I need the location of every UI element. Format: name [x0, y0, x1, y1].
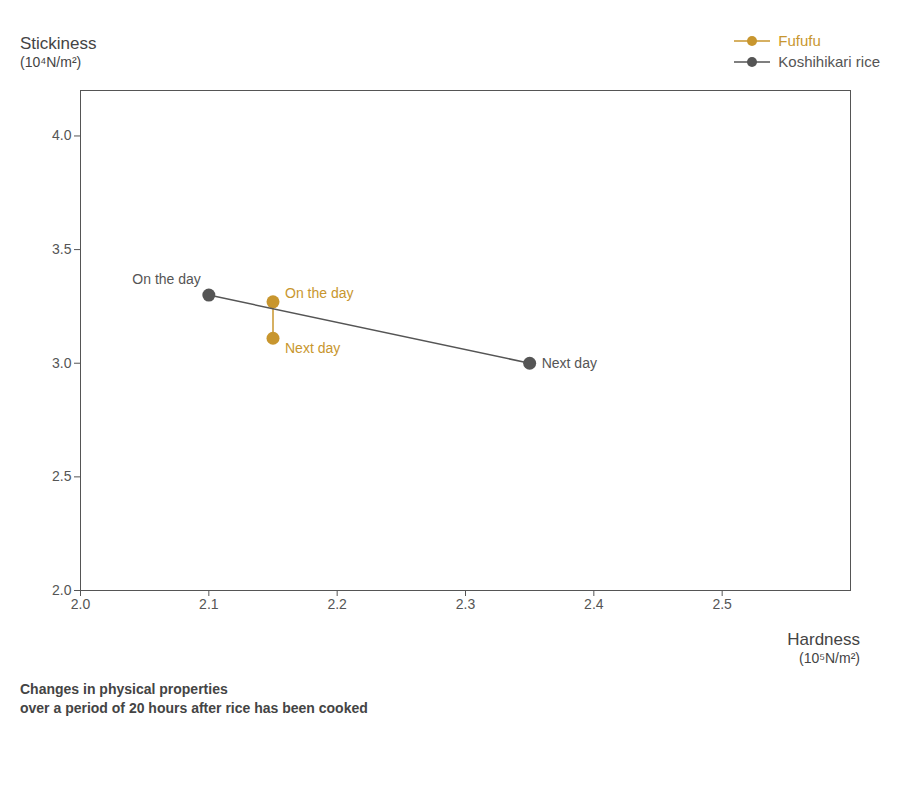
html-text:(10⁵N/m²): (10⁵N/m²)	[799, 650, 860, 666]
html-text:Stickiness: Stickiness	[20, 34, 97, 53]
svg-text:3.5: 3.5	[52, 241, 72, 257]
html-text:Fufufu: Fufufu	[778, 32, 821, 49]
svg-text:4.0: 4.0	[52, 127, 72, 143]
svg-text:2.3: 2.3	[456, 596, 476, 612]
svg-text:2.0: 2.0	[52, 582, 72, 598]
html-text:Koshihikari rice: Koshihikari rice	[778, 53, 880, 70]
svg-text:On the day: On the day	[285, 285, 354, 301]
html-text:Changes in physical properties: Changes in physical properties	[20, 681, 228, 697]
svg-text:2.0: 2.0	[71, 596, 91, 612]
svg-text:On the day: On the day	[132, 271, 201, 287]
svg-text:2.4: 2.4	[584, 596, 604, 612]
html-text:Hardness: Hardness	[787, 630, 860, 649]
svg-text:2.1: 2.1	[199, 596, 219, 612]
svg-text:3.0: 3.0	[52, 355, 72, 371]
html-text:over a period of 20 hours afte: over a period of 20 hours after rice has…	[20, 699, 368, 716]
svg-text:2.5: 2.5	[52, 468, 72, 484]
html-text:(10⁴N/m²): (10⁴N/m²)	[20, 54, 82, 70]
svg-text:Next day: Next day	[285, 340, 340, 356]
svg-text:Next day: Next day	[542, 355, 597, 371]
svg-text:2.2: 2.2	[327, 596, 347, 612]
svg-text:2.5: 2.5	[712, 596, 732, 612]
